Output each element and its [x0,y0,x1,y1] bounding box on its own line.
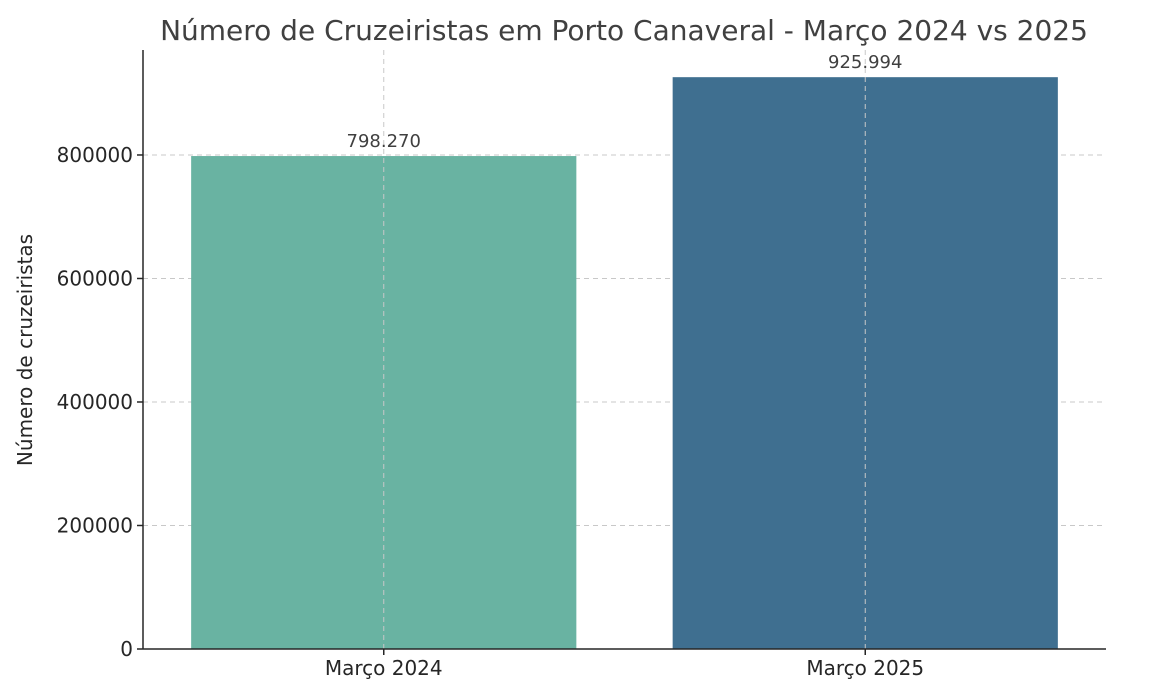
bar-2 [672,77,1058,649]
axes-layer [137,50,1106,655]
chart-title: Número de Cruzeiristas em Porto Canavera… [160,14,1088,47]
x-tick-label: Março 2024 [325,656,443,680]
vgrid-layer [383,50,866,649]
data-label: 798.270 [347,131,421,152]
y-tick-label: 600000 [57,266,133,290]
y-tick-label: 400000 [57,390,133,414]
labels-layer: 0 200000 400000 600000 800000 Março 2024 Março… [57,52,925,680]
y-axis-label: Número de cruzeiristas [13,234,37,466]
y-tick-label: 800000 [57,143,133,167]
bars-layer [191,77,1058,649]
y-tick-label: 0 [120,637,133,661]
data-label: 925.994 [828,52,902,73]
x-tick-label: Março 2025 [806,656,924,680]
y-tick-label: 200000 [57,513,133,537]
